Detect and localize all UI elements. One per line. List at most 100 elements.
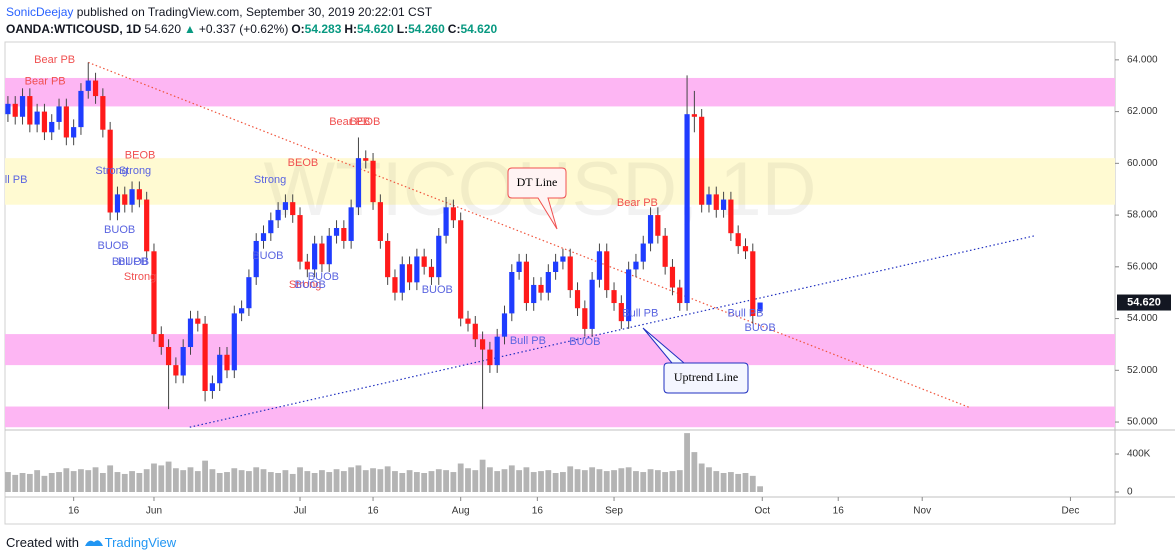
volume-bar [603, 471, 610, 492]
volume-bar [355, 465, 362, 492]
candle-body [165, 347, 172, 366]
candle-body [282, 202, 289, 210]
volume-bar [654, 470, 661, 492]
volume-tick-label: 400K [1127, 449, 1151, 460]
volume-bar [238, 470, 245, 492]
pattern-label: BUOB [97, 240, 128, 252]
pattern-label: BUOB [569, 336, 600, 348]
y-tick-label: 62.000 [1127, 106, 1158, 117]
candle-body [202, 323, 208, 392]
y-tick-label: 56.000 [1127, 261, 1158, 272]
volume-bar [618, 468, 625, 492]
pattern-label: BUOB [252, 250, 283, 262]
l-label: L: [396, 22, 409, 36]
volume-bar [662, 472, 669, 492]
candle-body [626, 269, 632, 322]
candle-body [531, 284, 537, 304]
volume-bar [435, 469, 442, 492]
candle-body [450, 207, 456, 221]
pattern-label: BEOB [350, 116, 381, 128]
candle-body [662, 235, 668, 267]
candle-body [56, 106, 62, 122]
pattern-label: Bull PB [727, 307, 763, 319]
pattern-label: BUOB [104, 224, 135, 236]
volume-bar [282, 470, 289, 492]
c-label: C: [447, 22, 461, 36]
volume-bar [633, 471, 639, 492]
pattern-label: Bear PB [617, 197, 658, 209]
volume-bar [392, 471, 398, 492]
candle-body [370, 160, 376, 203]
uptrend-callout-text: Uptrend Line [674, 370, 738, 384]
candle-body [669, 266, 676, 288]
volume-bar [691, 452, 698, 492]
candle-body [509, 271, 515, 314]
candle-body [12, 103, 18, 117]
dt-callout-text: DT Line [517, 175, 558, 189]
volume-bar [333, 469, 340, 492]
candle-body [479, 339, 486, 350]
zone [5, 77, 1115, 107]
volume-bar [472, 470, 479, 492]
x-tick-label: Jun [146, 506, 162, 517]
volume-bar [399, 472, 406, 492]
author[interactable]: SonicDeejay [6, 5, 74, 19]
pattern-label: BUOB [118, 256, 149, 268]
volume-bar [319, 470, 325, 492]
y-tick-label: 58.000 [1127, 210, 1158, 221]
candle-body [333, 228, 340, 236]
volume-bar [297, 467, 303, 492]
volume-bar [560, 472, 566, 492]
volume-bar [172, 468, 179, 492]
last: 54.620 [144, 22, 182, 36]
volume-bar [494, 471, 501, 492]
pattern-label: BEOB [125, 150, 156, 162]
candle-body [231, 313, 237, 371]
footer: Created with TradingView [6, 535, 176, 550]
candle-body [560, 256, 566, 262]
zone [5, 334, 1115, 366]
volume-bar [348, 467, 355, 492]
volume-bar [34, 470, 41, 492]
volume-bar [596, 469, 603, 492]
candle-body [385, 240, 391, 278]
volume-bar [165, 461, 172, 492]
volume-bar [246, 471, 252, 492]
c: 54.620 [460, 22, 498, 36]
volume-bar [63, 468, 70, 492]
pattern-label: Bull PB [112, 256, 148, 268]
volume-bar [129, 471, 135, 492]
y-tick-label: 60.000 [1127, 158, 1158, 169]
candle-body [720, 199, 727, 210]
volume-bar [136, 472, 143, 492]
y-tick-label: 50.000 [1127, 417, 1158, 428]
candle-body [173, 365, 179, 376]
volume-bar [326, 472, 333, 492]
candle-body [239, 308, 245, 314]
brand[interactable]: TradingView [104, 535, 177, 550]
volume-bar [151, 463, 157, 492]
candle-body [290, 202, 296, 216]
candle-body [158, 334, 164, 348]
candle-body [392, 277, 398, 293]
candle-body [253, 240, 259, 278]
volume-bar [231, 468, 238, 492]
candle-body [611, 290, 617, 304]
volume-bar [735, 473, 742, 492]
volume-bar [428, 471, 435, 492]
candle-body [516, 261, 522, 272]
publish-line: SonicDeejay published on TradingView.com… [6, 5, 432, 19]
volume-bar [26, 473, 33, 492]
volume-bar [625, 467, 632, 492]
candle-body [107, 129, 113, 213]
volume-bar [5, 472, 11, 492]
volume-bar [706, 467, 712, 492]
pattern-label: BUOB [295, 279, 326, 291]
price-tag: 54.620 [1127, 296, 1161, 308]
candle-body [538, 284, 544, 293]
volume-bar [727, 472, 734, 492]
x-tick-label: Sep [605, 506, 623, 517]
candle-body [224, 354, 230, 371]
